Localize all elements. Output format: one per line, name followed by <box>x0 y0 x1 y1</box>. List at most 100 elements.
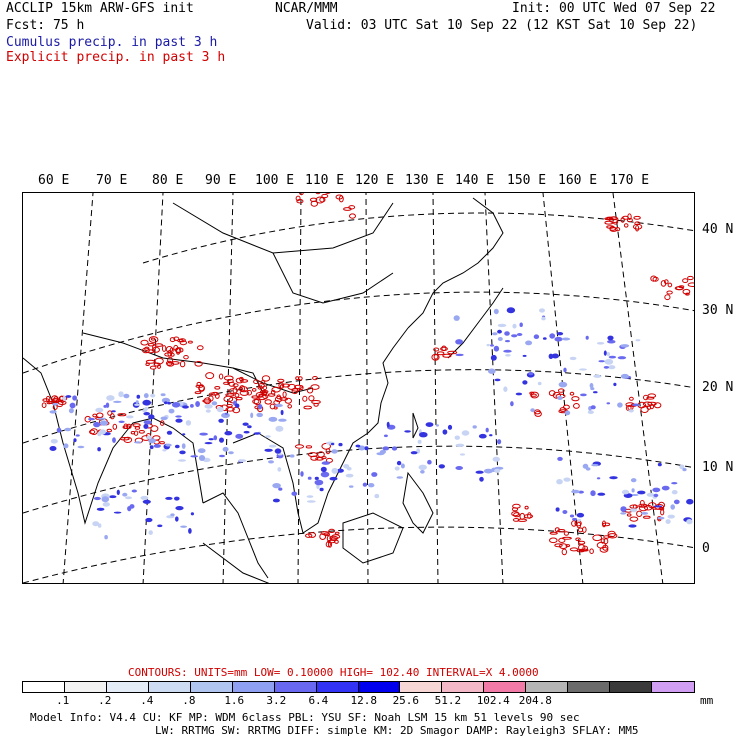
explicit-precip-cell <box>629 504 639 509</box>
legend-tick-label: .2 <box>98 694 112 707</box>
explicit-precip-cell <box>321 193 329 199</box>
cumulus-precip-cell <box>165 443 172 447</box>
cumulus-precip-cell <box>178 459 186 462</box>
explicit-precip-cell <box>687 282 694 287</box>
explicit-precip-cell <box>296 199 304 204</box>
explicit-precip-cell <box>549 531 558 535</box>
cumulus-precip-cell <box>598 360 605 363</box>
cumulus-precip-cell <box>609 476 618 480</box>
explicit-precip-cell <box>664 294 671 301</box>
explicit-precip-cell <box>646 405 652 410</box>
cumulus-precip-cell <box>483 468 493 474</box>
cumulus-precip-cell <box>277 467 282 472</box>
explicit-precip-cell <box>305 445 313 449</box>
explicit-precip-cell <box>150 337 156 341</box>
cumulus-precip-cell <box>208 438 214 441</box>
longitude-label: 110 E <box>305 173 345 188</box>
legend-tick-label: 204.8 <box>518 694 552 707</box>
explicit-precip-cell <box>284 397 292 404</box>
cumulus-precip-cell <box>88 417 95 421</box>
cumulus-precip-cell <box>118 391 124 398</box>
cumulus-precip-cell <box>204 404 213 409</box>
meridian-line <box>297 193 302 583</box>
cumulus-precip-cell <box>435 424 439 427</box>
legend-swatch <box>610 682 653 692</box>
explicit-precip-cell <box>632 223 643 230</box>
cumulus-precip-cell <box>556 332 564 336</box>
cumulus-precip-cell <box>222 446 229 452</box>
legend-tick-label: 3.2 <box>266 694 287 707</box>
cumulus-precip-cell <box>219 454 225 458</box>
init-time: Init: 00 UTC Wed 07 Sep 22 <box>512 1 716 16</box>
border <box>232 367 314 394</box>
coastline <box>202 492 269 579</box>
cumulus-precip-cell <box>195 401 201 407</box>
explicit-precip-cell <box>145 349 156 354</box>
legend-swatch <box>232 682 275 692</box>
cumulus-precip-cell <box>272 498 280 503</box>
cumulus-precip-cell <box>571 489 580 494</box>
cumulus-precip-cell <box>126 415 134 419</box>
cumulus-precip-cell <box>65 395 72 398</box>
cumulus-precip-cell <box>400 463 405 469</box>
cumulus-precip-cell <box>488 368 496 374</box>
cumulus-precip-cell <box>632 403 640 407</box>
cumulus-precip-cell <box>145 517 153 523</box>
explicit-precip-cell <box>511 511 520 517</box>
parallel-line <box>23 445 694 514</box>
cumulus-precip-cell <box>64 427 72 432</box>
cumulus-precip-cell <box>580 393 587 397</box>
explicit-precip-cell <box>609 227 618 232</box>
cumulus-precip-cell <box>331 467 339 474</box>
explicit-precip-cell <box>659 506 665 511</box>
explicit-precip-cell <box>557 529 566 533</box>
legend-tick-label: 102.4 <box>476 694 510 707</box>
cumulus-precip-cell <box>497 323 507 328</box>
explicit-precip-cell <box>130 431 136 435</box>
explicit-precip-cell <box>604 217 614 221</box>
explicit-precip-cell <box>554 543 563 548</box>
cumulus-precip-cell <box>133 441 142 444</box>
cumulus-precip-cell <box>330 442 335 446</box>
legend-swatch <box>526 682 569 692</box>
explicit-precip-cell <box>226 404 233 408</box>
explicit-precip-cell <box>310 455 319 461</box>
explicit-precip-cell <box>447 350 458 355</box>
cumulus-precip-cell <box>493 308 499 315</box>
cumulus-precip-cell <box>537 381 542 386</box>
cumulus-precip-cell <box>631 488 635 493</box>
cumulus-precip-cell <box>472 425 477 429</box>
legend-tick-label: .4 <box>140 694 154 707</box>
explicit-precip-cell <box>639 500 645 507</box>
precip-field <box>41 193 694 556</box>
cumulus-precip-cell <box>167 401 172 405</box>
cumulus-precip-cell <box>63 443 69 449</box>
explicit-precip-cell <box>633 215 641 220</box>
explicit-precip-cell <box>573 403 580 409</box>
cumulus-precip-cell <box>558 381 568 388</box>
cumulus-precip-cell <box>617 402 623 408</box>
explicit-precip-cell <box>313 402 319 407</box>
explicit-precip-cell <box>164 352 173 357</box>
cumulus-precip-cell <box>461 430 470 436</box>
explicit-precip-cell <box>239 385 246 392</box>
cumulus-precip-cell <box>442 429 448 435</box>
explicit-precip-cell <box>141 347 150 354</box>
explicit-precip-cell <box>205 372 215 380</box>
coastline <box>447 287 504 359</box>
cumulus-precip-cell <box>135 400 139 404</box>
cumulus-precip-cell <box>274 403 283 408</box>
explicit-precip-cell <box>652 276 659 282</box>
cumulus-precip-cell <box>216 406 224 413</box>
cumulus-precip-cell <box>306 500 316 503</box>
explicit-precip-cell <box>203 397 212 405</box>
cumulus-precip-cell <box>224 431 233 436</box>
explicit-precip-cell <box>165 360 173 366</box>
legend-tick-label: 12.8 <box>350 694 378 707</box>
explicit-precip-cell <box>148 336 159 343</box>
cumulus-precip-cell <box>253 432 261 435</box>
cumulus-precip-cell <box>264 435 271 438</box>
explicit-precip-cell <box>309 197 318 203</box>
cumulus-precip-cell <box>118 420 125 423</box>
cumulus-precip-cell <box>175 415 182 418</box>
